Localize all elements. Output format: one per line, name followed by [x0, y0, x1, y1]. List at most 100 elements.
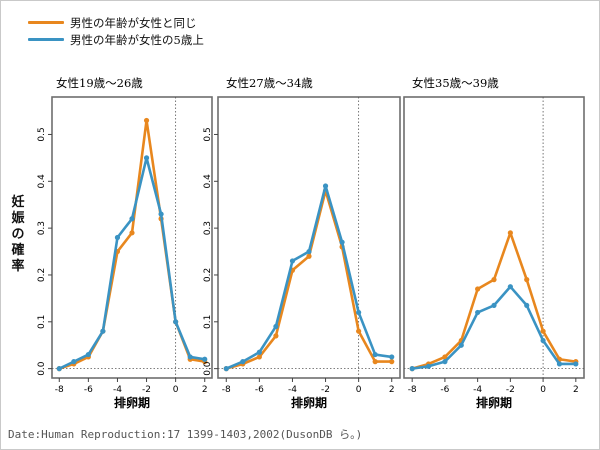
data-point-five-years-older — [491, 302, 497, 309]
x-tick-label: -4 — [288, 385, 297, 395]
data-point-five-years-older — [240, 359, 246, 365]
series-line-same-age — [411, 231, 577, 370]
x-tick-label: -8 — [408, 385, 417, 395]
series-line-five-years-older — [411, 285, 576, 370]
panel-title: 女性35歳～39歳 — [412, 76, 499, 90]
legend-label-same-age: 男性の年齢が女性と同じ — [70, 15, 197, 30]
y-tick-label: 0.3 — [203, 221, 213, 235]
x-tick-label: -4 — [113, 385, 122, 395]
data-point-five-years-older — [556, 361, 563, 367]
data-point-five-years-older — [356, 309, 362, 316]
y-tick-label: 0.2 — [203, 268, 213, 282]
data-point-five-years-older — [475, 309, 481, 316]
source-citation: Date:Human Reproduction:17 1399-1403,200… — [8, 428, 363, 441]
x-tick-label: 2 — [202, 385, 208, 395]
x-tick-label: -6 — [255, 385, 264, 395]
data-point-same-age — [491, 277, 497, 283]
data-point-same-age — [273, 333, 279, 339]
panel-title: 女性19歳～26歳 — [56, 76, 143, 90]
x-tick-label: -2 — [321, 385, 330, 395]
data-point-five-years-older — [187, 354, 193, 360]
x-tick-label: -2 — [142, 385, 151, 395]
data-point-same-age — [524, 277, 530, 283]
data-point-same-age — [507, 230, 513, 236]
data-point-same-age — [475, 286, 481, 292]
panel-title: 女性27歳～34歳 — [226, 76, 313, 90]
x-axis-label: 排卵期 — [476, 395, 512, 410]
y-tick-label: 0.5 — [37, 127, 47, 141]
data-point-same-age — [143, 117, 150, 124]
data-point-five-years-older — [143, 155, 150, 161]
data-point-five-years-older — [173, 319, 179, 325]
legend-swatch-blue — [28, 38, 64, 41]
x-tick-label: -8 — [55, 385, 64, 395]
data-point-five-years-older — [306, 248, 312, 255]
x-tick-label: -6 — [84, 385, 93, 395]
data-point-five-years-older — [129, 216, 135, 222]
data-point-same-age — [442, 354, 448, 360]
data-point-five-years-older — [389, 354, 395, 360]
x-tick-label: 0 — [356, 385, 362, 395]
y-tick-label: 0.3 — [37, 221, 47, 235]
data-point-five-years-older — [442, 359, 448, 365]
data-point-five-years-older — [85, 351, 91, 358]
data-point-same-age — [540, 328, 546, 334]
data-point-five-years-older — [256, 349, 262, 355]
data-point-same-age — [256, 354, 262, 360]
series-line-same-age — [225, 189, 392, 370]
y-tick-label: 0.5 — [203, 127, 213, 141]
data-point-five-years-older — [273, 323, 279, 330]
legend-label-five-years-older: 男性の年齢が女性の5歳上 — [70, 32, 204, 47]
y-tick-label: 0.4 — [37, 174, 47, 189]
y-tick-label: 0.2 — [37, 268, 47, 282]
data-point-five-years-older — [573, 361, 579, 367]
legend-item-same-age: 男性の年齢が女性と同じ — [28, 14, 204, 31]
data-point-five-years-older — [289, 258, 296, 264]
data-point-five-years-older — [322, 183, 329, 189]
series-line-five-years-older — [58, 156, 205, 370]
data-point-five-years-older — [100, 328, 106, 334]
x-tick-label: 0 — [540, 385, 546, 395]
data-point-same-age — [356, 328, 362, 334]
legend-item-five-years-older: 男性の年齢が女性の5歳上 — [28, 31, 204, 48]
y-tick-label: 0.0 — [37, 361, 47, 376]
x-tick-label: -2 — [506, 385, 515, 395]
data-point-same-age — [129, 230, 135, 236]
y-tick-label: 0.0 — [203, 361, 213, 376]
panel-frame — [217, 96, 401, 379]
data-point-five-years-older — [458, 342, 464, 348]
data-point-five-years-older — [540, 337, 546, 344]
data-point-same-age — [389, 359, 395, 365]
x-tick-label: 2 — [389, 385, 395, 395]
x-tick-label: -6 — [440, 385, 449, 395]
legend-swatch-orange — [28, 21, 64, 24]
legend: 男性の年齢が女性と同じ 男性の年齢が女性の5歳上 — [28, 14, 204, 48]
x-tick-label: -8 — [222, 385, 231, 395]
series-line-five-years-older — [225, 184, 392, 370]
data-point-five-years-older — [425, 363, 432, 369]
y-axis-label: 妊娠の確率 — [11, 195, 25, 274]
panel-frame — [51, 96, 213, 379]
data-point-five-years-older — [71, 359, 77, 365]
data-point-five-years-older — [339, 239, 345, 245]
y-tick-label: 0.1 — [37, 315, 47, 329]
data-point-five-years-older — [507, 284, 513, 290]
x-tick-label: -4 — [473, 385, 482, 395]
data-point-same-age — [306, 253, 312, 259]
data-point-five-years-older — [409, 366, 415, 372]
panel-frame — [403, 96, 585, 379]
data-point-five-years-older — [372, 351, 378, 358]
data-point-five-years-older — [223, 366, 229, 372]
series-line-same-age — [58, 119, 205, 370]
x-tick-label: 0 — [173, 385, 179, 395]
data-point-five-years-older — [114, 234, 121, 241]
x-tick-label: 2 — [573, 385, 579, 395]
y-tick-label: 0.1 — [203, 315, 213, 329]
data-point-five-years-older — [524, 302, 530, 309]
data-point-five-years-older — [202, 356, 208, 362]
x-axis-label: 排卵期 — [114, 395, 150, 410]
data-point-five-years-older — [158, 211, 164, 217]
data-point-same-age — [372, 359, 378, 365]
data-point-five-years-older — [56, 366, 62, 372]
